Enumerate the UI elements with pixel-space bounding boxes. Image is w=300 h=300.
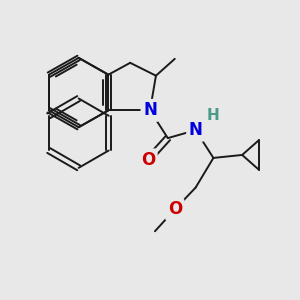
Text: O: O xyxy=(168,200,182,218)
Text: N: N xyxy=(189,121,202,139)
Text: N: N xyxy=(143,101,157,119)
Text: O: O xyxy=(141,151,155,169)
Text: H: H xyxy=(207,108,220,123)
